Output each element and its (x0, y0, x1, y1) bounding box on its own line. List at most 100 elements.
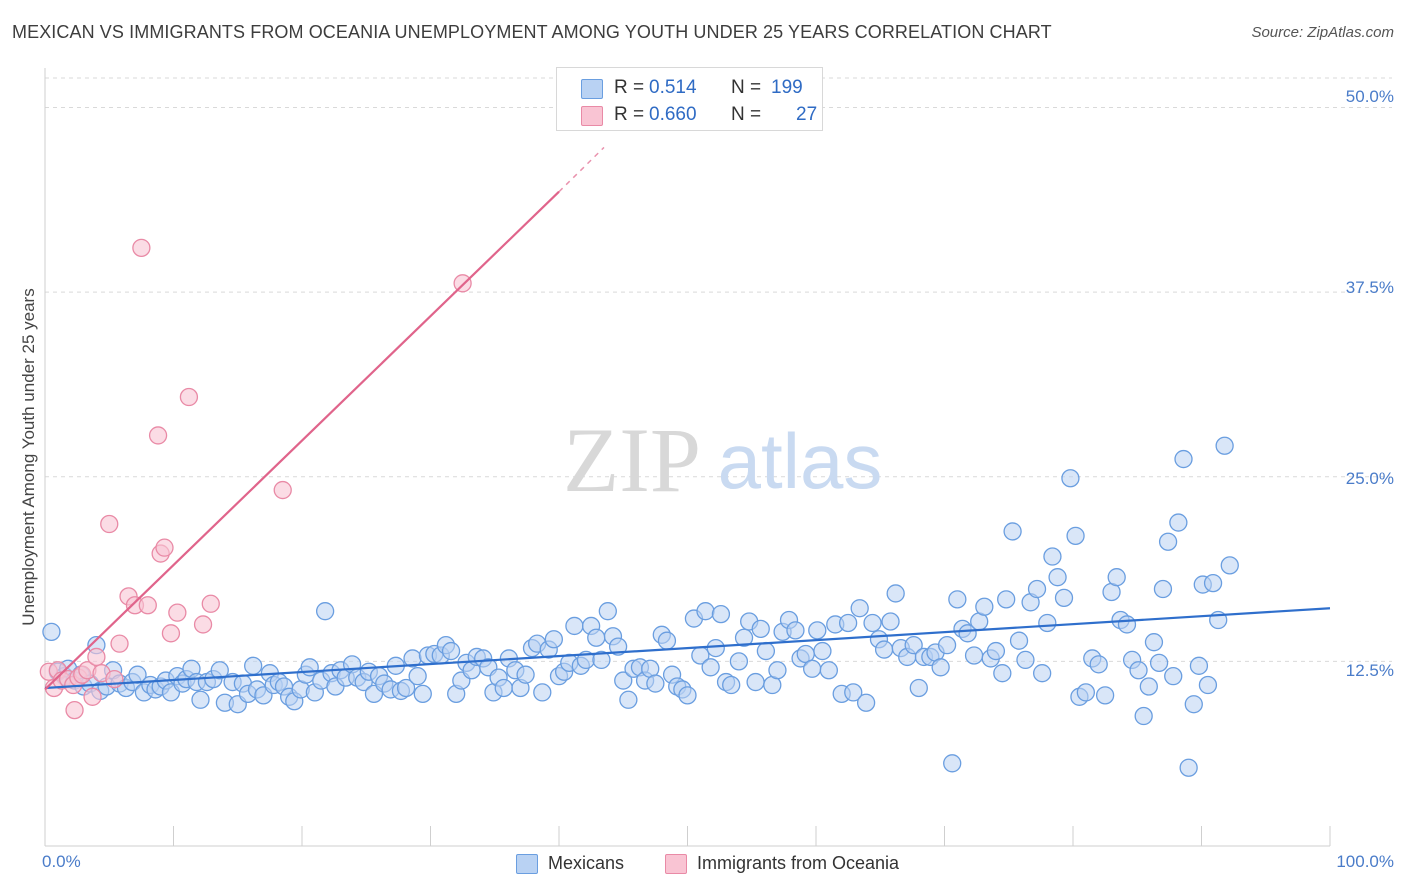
mexicans-point (886, 584, 905, 603)
r-value: 0.660 (649, 104, 697, 125)
stats-box: R = 0.514 N = 199 R = 0.660 N = 27 (556, 67, 823, 131)
mexicans-point (768, 661, 787, 680)
mexicans-swatch (581, 79, 603, 99)
mexicans-point (1158, 532, 1178, 551)
legend-swatch-mexicans (516, 854, 538, 874)
mexicans-point (1095, 686, 1115, 705)
mexicans-points (42, 436, 1239, 777)
mexicans-point (937, 635, 957, 655)
mexicans-point (931, 658, 950, 677)
mexicans-point (964, 646, 984, 665)
source-credit: Source: ZipAtlas.com (1251, 24, 1394, 41)
mexicans-point (819, 661, 838, 680)
oceania-point (168, 603, 187, 622)
legend-item-mexicans[interactable]: Mexicans (516, 852, 646, 876)
mexicans-point (565, 616, 584, 636)
y-tick-label: 12.5% (1345, 661, 1394, 680)
mexicans-point (729, 652, 749, 671)
mexicans-point (516, 665, 535, 684)
mexicans-point (850, 599, 869, 618)
oceania-point (453, 274, 472, 293)
mexicans-point (844, 683, 863, 702)
watermark-atlas: atlas (718, 417, 883, 505)
oceania-point (138, 596, 157, 615)
r-label: R = (614, 104, 645, 125)
mexicans-point (592, 650, 611, 670)
mexicans-point (598, 602, 617, 621)
mexicans-point (1048, 568, 1067, 587)
y-tick-label: 25.0% (1345, 469, 1394, 488)
x-tick-label: 100.0% (1336, 852, 1394, 871)
mexicans-point (1076, 683, 1095, 702)
mexicans-point (786, 621, 805, 640)
mexicans-point (1169, 513, 1188, 532)
mexicans-point (975, 597, 994, 616)
mexicans-point (1164, 667, 1183, 686)
mexicans-point (587, 628, 606, 647)
oceania-point (100, 514, 119, 534)
x-tick-label: 0.0% (42, 852, 81, 871)
mexicans-point (544, 630, 564, 649)
mexicans-point (734, 628, 754, 647)
mexicans-point (441, 641, 461, 661)
legend-label: Mexicans (548, 853, 625, 873)
oceania-point (65, 700, 84, 720)
mexicans-point (300, 658, 319, 677)
mexicans-point (191, 690, 210, 709)
mexicans-point (813, 641, 832, 661)
oceania-point (132, 238, 151, 257)
mexicans-point (1203, 573, 1223, 593)
mexicans-point (838, 613, 858, 633)
mexicans-point (396, 678, 416, 698)
oceania-point (83, 687, 102, 706)
mexicans-point (1061, 469, 1080, 488)
mexicans-point (756, 641, 776, 661)
mexicans-point (1174, 449, 1193, 469)
mexicans-trend-line (44, 607, 1331, 690)
mexicans-point (958, 624, 977, 643)
n-value: 27 (796, 104, 818, 125)
mexicans-point (1153, 579, 1173, 599)
r-label: R = (614, 77, 645, 98)
mexicans-point (881, 612, 900, 631)
oceania-point (110, 634, 129, 653)
mexicans-point (315, 602, 335, 621)
mexicans-point (408, 667, 427, 686)
stats-row-mexicans: R = 0.514 N = 199 (581, 75, 811, 101)
mexicans-point (1038, 613, 1057, 633)
mexicans-point (1107, 568, 1126, 587)
mexicans-point (1089, 655, 1108, 674)
mexicans-point (1144, 633, 1164, 652)
mexicans-point (1149, 653, 1169, 673)
mexicans-point (856, 693, 876, 712)
oceania-points (39, 238, 472, 720)
oceania-swatch (581, 106, 603, 126)
watermark-zip: ZIP (563, 409, 701, 511)
mexicans-point (701, 658, 720, 677)
mexicans-point (614, 671, 633, 690)
oceania-point (201, 594, 220, 613)
chart-title: MEXICAN VS IMMIGRANTS FROM OCEANIA UNEMP… (12, 22, 1052, 42)
mexicans-point (413, 684, 432, 704)
mexicans-point (802, 659, 822, 678)
mexicans-point (1179, 758, 1198, 777)
axes (44, 68, 1331, 847)
legend-swatch-oceania (665, 854, 687, 874)
mexicans-point (1184, 695, 1203, 714)
mexicans-point (1066, 526, 1085, 545)
mexicans-point (494, 678, 513, 698)
oceania-trend-extension (558, 146, 605, 193)
mexicans-point (1129, 661, 1148, 680)
mexicans-point (1027, 579, 1047, 599)
mexicans-point (997, 590, 1016, 609)
stats-row-oceania: R = 0.660 N = 27 (581, 102, 817, 128)
mexicans-point (863, 613, 882, 633)
mexicans-point (1220, 556, 1239, 575)
n-value: 199 (771, 77, 803, 98)
oceania-point (87, 647, 106, 667)
mexicans-point (948, 590, 967, 609)
legend-item-oceania[interactable]: Immigrants from Oceania (665, 852, 935, 876)
trend-lines (44, 146, 1331, 691)
mexicans-point (751, 619, 770, 639)
